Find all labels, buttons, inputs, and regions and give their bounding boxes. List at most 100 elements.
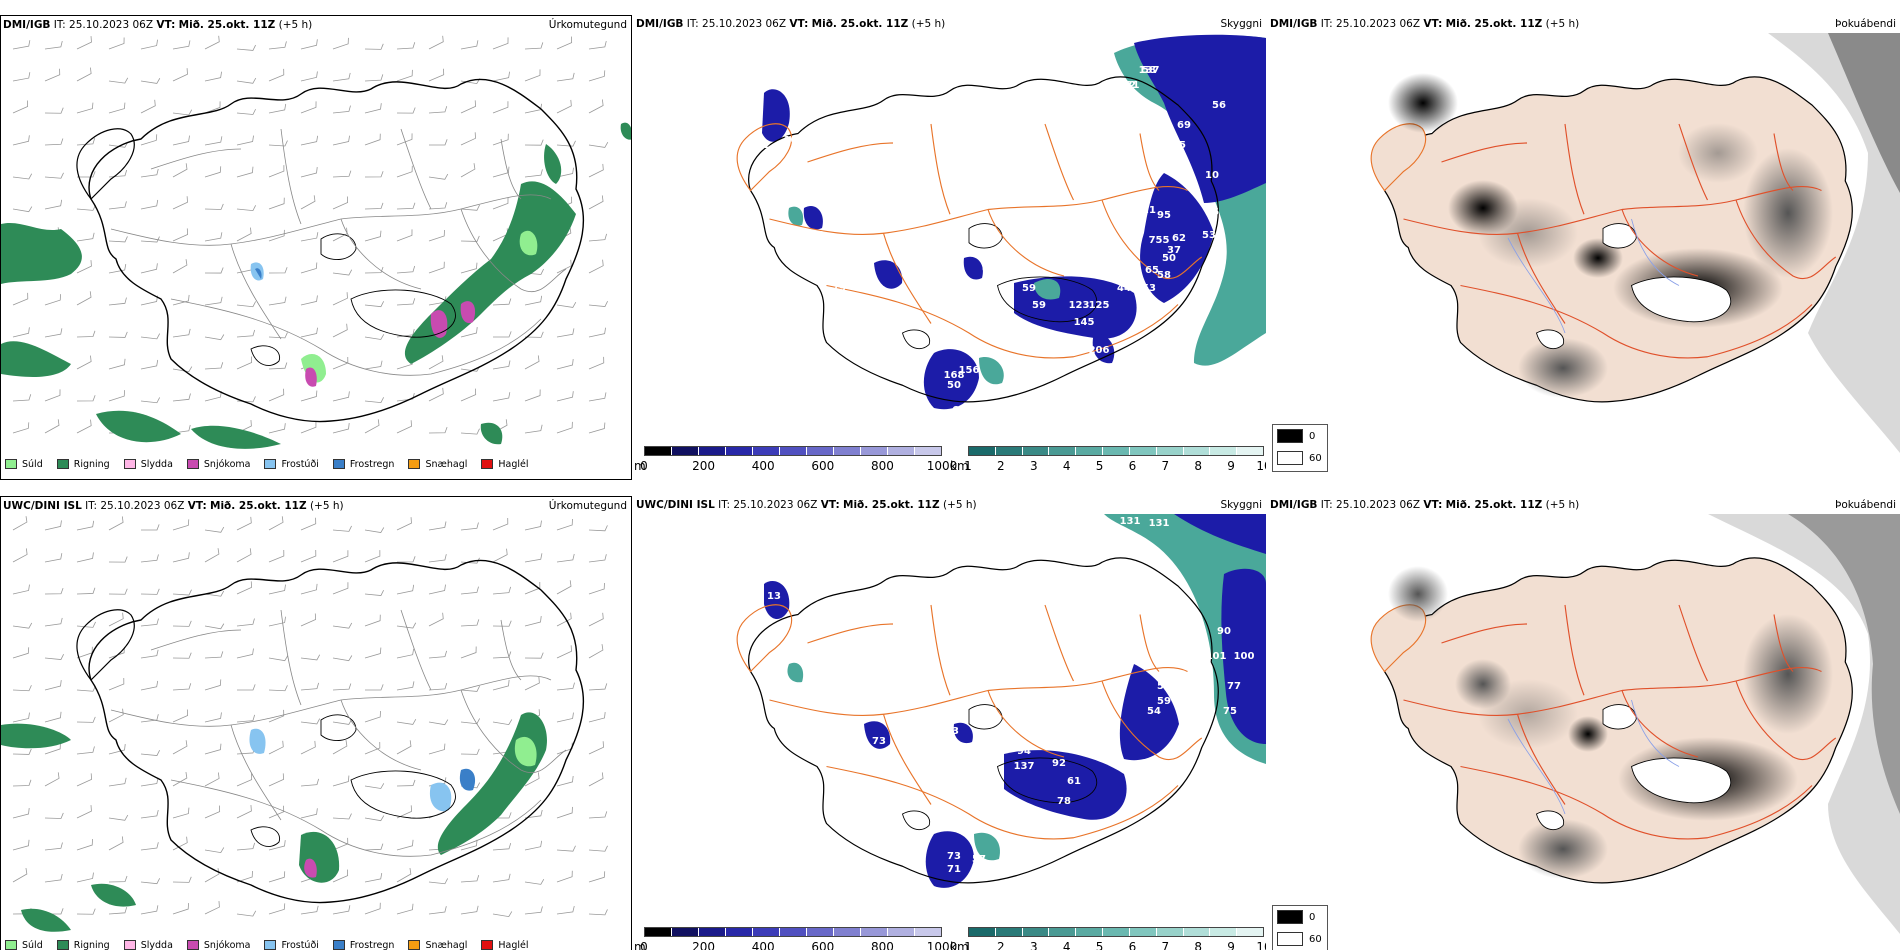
visibility-value: 206 — [1089, 345, 1110, 356]
wind-barb — [140, 359, 159, 370]
visibility-value: 131 — [1119, 80, 1140, 91]
colorbar-cell — [753, 928, 780, 936]
wind-barb — [268, 655, 289, 662]
fog-legend: 0 60 — [1272, 905, 1328, 950]
wind-barb — [236, 356, 253, 370]
wind-barb — [556, 328, 575, 338]
wind-barb — [300, 718, 321, 725]
wind-barb — [428, 584, 446, 595]
visibility-value: 57 — [972, 854, 986, 865]
wind-barb — [236, 805, 252, 819]
wind-barb — [12, 712, 30, 723]
panel-header: DMI/IGB IT: 25.10.2023 06Z VT: Mið. 25.o… — [1270, 499, 1896, 515]
visibility-value: 61 — [1067, 776, 1081, 787]
wind-barb — [172, 709, 189, 723]
it-label: IT: — [686, 18, 699, 30]
wind-barb — [140, 134, 158, 146]
wind-barb — [588, 871, 606, 883]
wind-barb — [524, 355, 540, 370]
visibility-value: 73 — [872, 736, 886, 747]
wind-barb — [364, 397, 385, 404]
wind-barb — [524, 139, 544, 146]
legend-label: Snjókoma — [203, 939, 251, 950]
legend-item: Frostregn — [332, 940, 394, 950]
wind-barb — [556, 775, 574, 787]
vt-value: Mið. 25.okt. 11Z — [843, 499, 940, 511]
wind-barb — [428, 906, 447, 915]
visibility-value: 53 — [1142, 283, 1156, 294]
wind-barb — [76, 805, 92, 819]
wind-barb — [236, 842, 256, 851]
legend-label: Frostregn — [349, 458, 395, 470]
wind-barb — [140, 524, 160, 531]
wind-barb — [364, 902, 381, 915]
wind-barb — [12, 779, 32, 787]
wind-barb — [428, 878, 449, 885]
visibility-value: 71 — [947, 864, 961, 875]
tick-label: 5 — [1095, 459, 1104, 473]
it-value: 25.10.2023 06Z — [702, 18, 787, 30]
wind-barb — [268, 296, 287, 306]
visibility-value: 137 — [1139, 65, 1160, 76]
wind-barb — [204, 334, 225, 341]
wind-barb — [364, 527, 385, 534]
wind-barb — [268, 773, 284, 787]
vt-value: Mið. 25.okt. 11Z — [178, 19, 276, 31]
tick-label: 7 — [1161, 459, 1170, 473]
colorbar-cell — [995, 447, 1023, 455]
wind-barb — [204, 712, 222, 723]
tick-label: 3 — [1029, 459, 1038, 473]
wind-barb — [428, 650, 448, 659]
legend-item: Rigning — [56, 459, 110, 470]
wind-barb — [396, 69, 413, 82]
wind-barb — [556, 359, 574, 370]
tick-label: 9 — [1227, 940, 1235, 950]
wind-barb — [140, 295, 158, 306]
visibility-value: 54 — [1147, 706, 1161, 717]
wind-barb — [108, 875, 128, 883]
wind-barb — [524, 331, 544, 338]
colorbar-cell — [1156, 447, 1184, 455]
wind-barb — [300, 740, 316, 755]
precip-type-map — [1, 34, 631, 454]
wind-barb — [76, 395, 96, 402]
wind-barb — [172, 876, 192, 883]
visibility-value: 64 — [1107, 746, 1121, 757]
wind-barb — [236, 773, 253, 787]
visibility-value: 50 — [972, 884, 986, 895]
colorbar-cell — [861, 928, 888, 936]
wind-barb — [44, 107, 64, 114]
tick-label: 6 — [1128, 459, 1137, 473]
tick-label: 7 — [1161, 940, 1170, 950]
wind-barb — [172, 620, 192, 627]
wind-barb — [300, 295, 318, 306]
wind-barb — [108, 836, 124, 851]
it-value: 25.10.2023 06Z — [733, 499, 818, 511]
wind-barb — [556, 645, 572, 659]
legend-label: Súld — [22, 939, 43, 950]
colorbar-cell — [1049, 928, 1077, 936]
wind-barb — [44, 587, 64, 595]
wind-barb — [300, 549, 317, 563]
wind-barb — [460, 204, 480, 211]
wind-barb — [236, 910, 257, 917]
wind-barb — [172, 294, 190, 306]
wind-barb — [396, 839, 414, 851]
wind-barb — [332, 869, 349, 883]
colorbar-cell — [1129, 447, 1157, 455]
wind-barb — [364, 230, 382, 242]
wind-barb — [556, 806, 573, 819]
vt-label: VT: — [820, 499, 840, 511]
wind-barb — [140, 588, 160, 595]
wind-barb — [108, 814, 129, 821]
wind-barb — [428, 230, 445, 242]
wind-barb — [140, 649, 159, 659]
wind-barb — [12, 685, 32, 692]
wind-barb — [76, 419, 92, 434]
colorbar-cell — [834, 447, 861, 455]
wind-barb — [460, 327, 478, 338]
wind-barb — [396, 393, 415, 402]
visibility-value: 102 — [739, 591, 760, 602]
wind-barb — [364, 647, 382, 659]
visibility-map: 137 131 56 64 69 65 86 12 105 10 86 182 80 79 89 95 21 37… — [634, 33, 1266, 453]
